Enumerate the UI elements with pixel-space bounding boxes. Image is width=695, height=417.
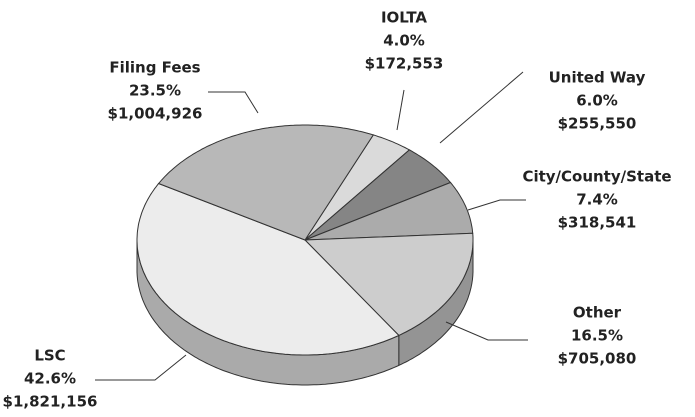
slice-label: LSC <box>34 347 65 365</box>
amount-label: $1,821,156 <box>3 393 98 411</box>
amount-label: $1,004,926 <box>108 105 203 123</box>
slice <box>304 134 411 241</box>
amount-label: $255,550 <box>558 115 637 133</box>
percent-label: 16.5% <box>571 327 623 345</box>
slice-label: City/County/State <box>522 168 671 186</box>
slice <box>136 182 400 356</box>
slice <box>304 149 452 241</box>
percent-label: 7.4% <box>576 191 618 209</box>
leader-line <box>445 321 528 341</box>
slice <box>304 181 474 241</box>
percent-label: 23.5% <box>129 82 181 100</box>
slice-label: Filing Fees <box>109 59 200 77</box>
leader-line <box>208 91 259 114</box>
amount-label: $172,553 <box>365 55 444 73</box>
leader-line <box>467 199 526 211</box>
slice-label: Other <box>573 304 622 322</box>
slice-label: United Way <box>549 69 646 87</box>
amount-label: $705,080 <box>558 350 637 368</box>
leader-line <box>396 89 405 131</box>
slice-label: IOLTA <box>381 9 427 27</box>
slice <box>157 124 375 241</box>
amount-label: $318,541 <box>558 214 637 232</box>
percent-label: 42.6% <box>24 370 76 388</box>
percent-label: 6.0% <box>576 92 618 110</box>
percent-label: 4.0% <box>383 32 425 50</box>
leader-line <box>439 71 524 144</box>
slice <box>303 232 474 337</box>
leader-line <box>95 354 187 381</box>
